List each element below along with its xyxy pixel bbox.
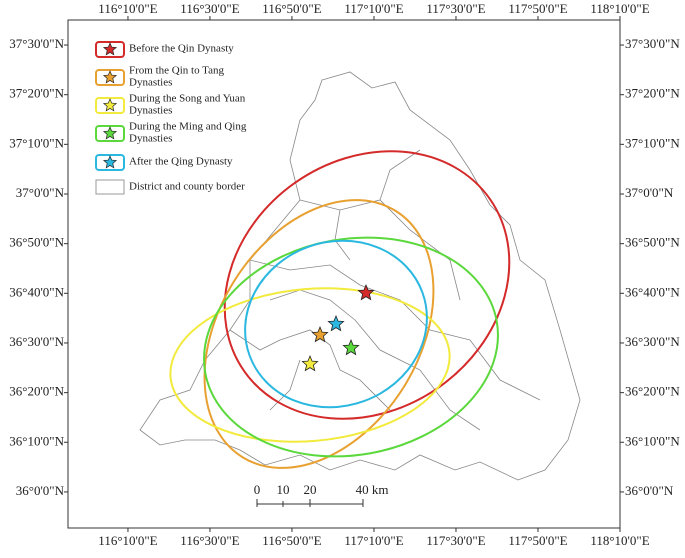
y-tick-label: 36°30'0"N bbox=[625, 334, 680, 349]
std-ellipse bbox=[244, 239, 428, 409]
legend-label: Dynasties bbox=[129, 77, 172, 89]
scale-label: 40 km bbox=[356, 482, 389, 497]
x-tick-label: 116°50'0"E bbox=[262, 1, 321, 16]
y-tick-label: 36°40'0"N bbox=[9, 284, 64, 299]
x-tick-label: 117°30'0"E bbox=[426, 533, 485, 548]
y-tick-label: 36°30'0"N bbox=[9, 334, 64, 349]
legend-box bbox=[92, 38, 250, 198]
y-tick-label: 36°50'0"N bbox=[625, 235, 680, 250]
legend-star bbox=[102, 155, 118, 169]
y-tick-label: 36°40'0"N bbox=[625, 284, 680, 299]
x-tick-label: 117°50'0"E bbox=[508, 533, 567, 548]
y-tick-label: 36°0'0"N bbox=[625, 483, 674, 498]
legend-label: During the Song and Yuan bbox=[129, 93, 246, 105]
scale-label: 0 bbox=[254, 482, 261, 497]
legend-label: Dynasties bbox=[129, 105, 172, 117]
y-tick-label: 36°0'0"N bbox=[16, 483, 65, 498]
centroid-star bbox=[357, 283, 375, 301]
centroid-star bbox=[301, 354, 319, 372]
x-tick-label: 116°10'0"E bbox=[98, 1, 157, 16]
centroid-star bbox=[311, 325, 329, 343]
y-tick-label: 36°20'0"N bbox=[625, 384, 680, 399]
x-tick-label: 116°50'0"E bbox=[262, 533, 321, 548]
y-tick-label: 36°50'0"N bbox=[9, 235, 64, 250]
legend-swatch bbox=[95, 179, 125, 195]
legend-star bbox=[102, 42, 118, 56]
x-tick-label: 117°10'0"E bbox=[344, 533, 403, 548]
y-tick-label: 37°0'0"N bbox=[16, 185, 65, 200]
legend-label: After the Qing Dynasty bbox=[129, 156, 233, 168]
x-tick-label: 117°30'0"E bbox=[426, 1, 485, 16]
x-tick-label: 117°10'0"E bbox=[344, 1, 403, 16]
x-tick-label: 118°10'0"E bbox=[590, 1, 649, 16]
x-tick-label: 116°30'0"E bbox=[180, 533, 239, 548]
county-borders bbox=[139, 71, 581, 481]
y-tick-label: 36°20'0"N bbox=[9, 384, 64, 399]
x-tick-label: 116°30'0"E bbox=[180, 1, 239, 16]
std-ellipse bbox=[203, 199, 435, 469]
x-tick-label: 116°10'0"E bbox=[98, 533, 157, 548]
centroid-star bbox=[327, 314, 345, 332]
legend-star bbox=[102, 70, 118, 84]
centroid-star bbox=[342, 338, 360, 356]
y-tick-label: 36°10'0"N bbox=[9, 433, 64, 448]
legend-label: Dynasties bbox=[129, 133, 172, 145]
y-tick-label: 37°30'0"N bbox=[9, 36, 64, 51]
legend-star bbox=[102, 98, 118, 112]
legend-label: Before the Qin Dynasty bbox=[129, 43, 234, 55]
std-ellipse bbox=[169, 287, 451, 443]
y-tick-label: 37°10'0"N bbox=[9, 135, 64, 150]
y-tick-label: 37°0'0"N bbox=[625, 185, 674, 200]
scale-label: 20 bbox=[304, 482, 317, 497]
x-tick-label: 117°50'0"E bbox=[508, 1, 567, 16]
x-tick-label: 118°10'0"E bbox=[590, 533, 649, 548]
legend-star bbox=[102, 126, 118, 140]
y-tick-label: 37°20'0"N bbox=[9, 86, 64, 101]
legend-label: During the Ming and Qing bbox=[129, 121, 247, 133]
y-tick-label: 36°10'0"N bbox=[625, 433, 680, 448]
y-tick-label: 37°20'0"N bbox=[625, 86, 680, 101]
y-tick-label: 37°30'0"N bbox=[625, 36, 680, 51]
y-tick-label: 37°10'0"N bbox=[625, 135, 680, 150]
legend-label: From the Qin to Tang bbox=[129, 65, 224, 77]
scale-label: 10 bbox=[277, 482, 290, 497]
legend-label: District and county border bbox=[129, 181, 245, 193]
